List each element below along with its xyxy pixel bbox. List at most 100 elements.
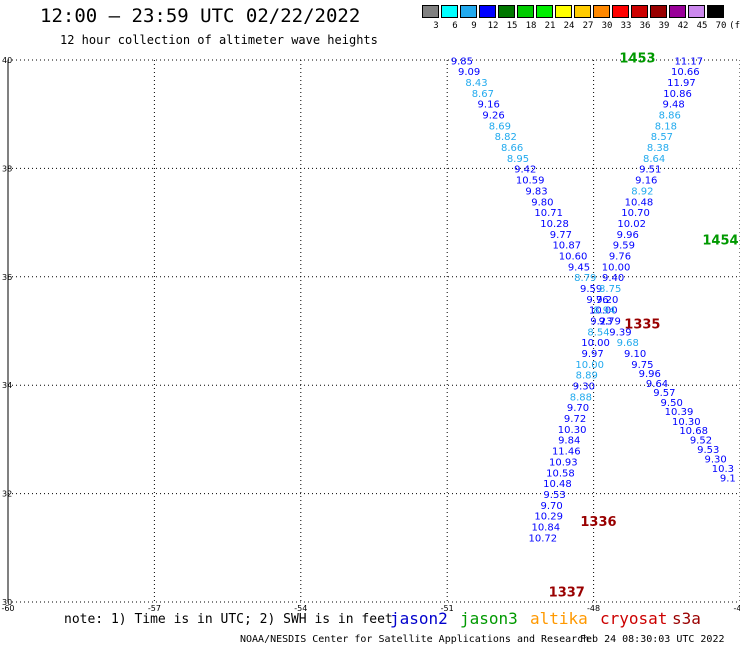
wave-height-value: 9.23 [590, 316, 612, 327]
y-tick-label: 34 [2, 381, 12, 390]
wave-height-value: 9.70 [567, 403, 589, 414]
legend-label: 9 [471, 21, 477, 31]
wave-height-value: 10.58 [546, 468, 575, 479]
wave-height-value: 8.92 [631, 186, 653, 197]
legend-label: 18 [525, 21, 537, 31]
wave-height-value: 10.59 [516, 176, 545, 187]
legend-label: 70 [715, 21, 727, 31]
y-tick-label: 38 [2, 164, 12, 173]
wave-height-value: 8.54 [587, 327, 609, 338]
wave-height-value: 10.30 [672, 417, 701, 428]
y-tick-label: 30 [2, 598, 12, 607]
wave-height-value: 8.75 [599, 284, 621, 295]
wave-height-value: 10.93 [549, 457, 578, 468]
wave-height-value: 8.79 [574, 273, 596, 284]
wave-height-value: 10.48 [625, 197, 654, 208]
wave-height-value: 10.84 [531, 522, 560, 533]
legend-label: 27 [582, 21, 594, 31]
wave-height-value: 9.45 [568, 262, 590, 273]
legend-label: 42 [677, 21, 689, 31]
legend-swatch [498, 5, 515, 18]
legend-swatch [650, 5, 667, 18]
wave-height-value: 9.53 [543, 490, 565, 501]
wave-height-value: 9.84 [558, 436, 580, 447]
legend-swatch [574, 5, 591, 18]
wave-height-value: 10.29 [534, 512, 563, 523]
wave-height-value: 9.72 [564, 414, 586, 425]
wave-height-value: 9.59 [580, 284, 602, 295]
wave-height-value: 10.60 [559, 251, 588, 262]
footer-note: note: 1) Time is in UTC; 2) SWH is in fe… [64, 612, 393, 627]
wave-height-value: 9.39 [609, 327, 631, 338]
pass-label: 1336 [580, 515, 616, 530]
y-tick-label: 36 [2, 273, 12, 282]
legend-label: 21 [544, 21, 556, 31]
legend-label: 45 [696, 21, 708, 31]
legend-swatch [593, 5, 610, 18]
wave-height-value: 9.16 [635, 176, 657, 187]
legend-swatch [479, 5, 496, 18]
legend-label: 36 [639, 21, 651, 31]
wave-height-value: 9.52 [690, 436, 712, 447]
wave-height-value: 8.94 [593, 306, 615, 317]
wave-height-value: 8.57 [651, 132, 673, 143]
satellite-jason2: jason2 [390, 609, 448, 628]
wave-height-value: 9.76 [609, 251, 631, 262]
wave-height-value: 9.40 [602, 273, 624, 284]
wave-height-value: 9.97 [581, 349, 603, 360]
wave-height-value: 9.30 [573, 382, 595, 393]
wave-height-value: 9.53 [697, 445, 719, 456]
wave-height-value: 10.30 [558, 425, 587, 436]
wave-height-value: 9.68 [617, 338, 639, 349]
legend-label: 15 [506, 21, 518, 31]
legend-label: 30 [601, 21, 613, 31]
legend-label: 12 [487, 21, 499, 31]
satellite-altika: altika [530, 609, 588, 628]
x-tick-label: -60 [1, 604, 14, 612]
pass-label: 1454 [702, 233, 738, 248]
pass-label: 1453 [619, 52, 655, 67]
legend-swatch [707, 5, 724, 18]
wave-height-value: 9.77 [550, 230, 572, 241]
wave-height-value: 9.20 [596, 295, 618, 306]
pass-label: 1335 [624, 317, 660, 332]
legend-swatch [460, 5, 477, 18]
legend-swatch [669, 5, 686, 18]
legend-swatch [517, 5, 534, 18]
wave-height-value: 9.1 [720, 474, 736, 485]
x-tick-label: -57 [148, 604, 161, 612]
wave-height-value: 8.18 [655, 121, 677, 132]
wave-height-value: 10.00 [602, 262, 631, 273]
x-tick-label: -54 [294, 604, 307, 612]
wave-height-value: 8.69 [489, 121, 511, 132]
wave-height-value: 9.57 [653, 388, 675, 399]
wave-height-value: 9.76 [586, 295, 608, 306]
wave-height-value: 8.38 [647, 143, 669, 154]
legend-label: 6 [452, 21, 458, 31]
satellite-s3a: s3a [672, 609, 701, 628]
wave-height-value: 9.64 [646, 379, 668, 390]
wave-height-value: 9.16 [478, 100, 500, 111]
wave-height-value: 10.87 [552, 241, 581, 252]
wave-height-value: 10.68 [679, 426, 708, 437]
legend-swatch [536, 5, 553, 18]
wave-height-value: 9.48 [662, 100, 684, 111]
chart-title: 12:00 – 23:59 UTC 02/22/2022 [40, 5, 361, 27]
wave-height-value: 9.83 [525, 186, 547, 197]
credit-text: NOAA/NESDIS Center for Satellite Applica… [240, 634, 590, 645]
x-tick-label: -48 [587, 604, 600, 612]
x-tick-label: -45 [733, 604, 740, 612]
wave-height-value: 8.95 [507, 154, 529, 165]
wave-height-value: 10.71 [534, 208, 563, 219]
wave-height-value: 8.88 [570, 392, 592, 403]
wave-height-value: 10.39 [665, 407, 694, 418]
wave-height-value: 9.50 [661, 398, 683, 409]
wave-height-value: 8.82 [495, 132, 517, 143]
wave-height-value: 10.02 [617, 219, 646, 230]
wave-height-value: 9.80 [531, 197, 553, 208]
wave-height-value: 10.3 [712, 464, 734, 475]
wave-height-value: 10.00 [575, 360, 604, 371]
wave-height-value: 10.86 [663, 89, 692, 100]
wave-height-value: 9.30 [704, 455, 726, 466]
legend-label: (ft) [729, 21, 740, 31]
